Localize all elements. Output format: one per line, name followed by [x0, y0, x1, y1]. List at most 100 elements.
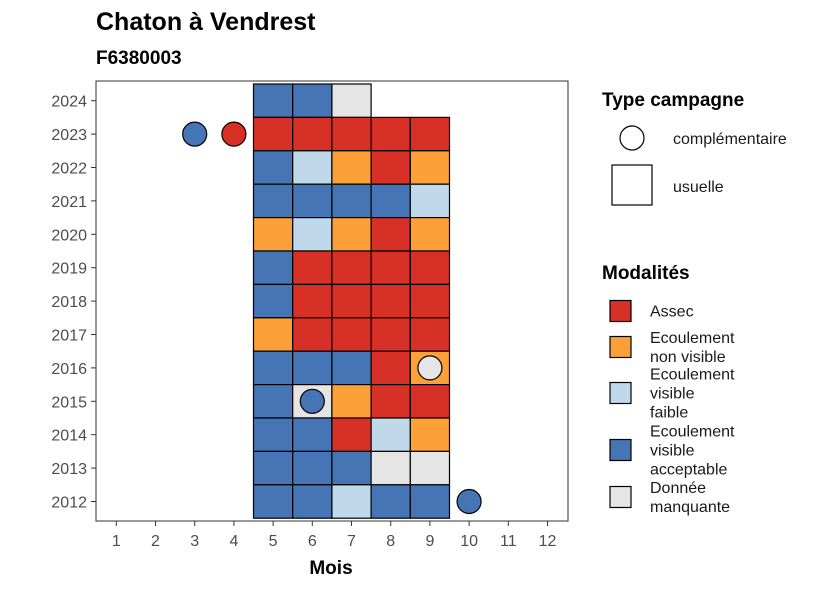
x-tick-label-10: 10	[460, 533, 478, 550]
cell-2016-5	[252, 350, 294, 386]
legend-label-dm: Donnée manquante	[650, 480, 730, 516]
cell-2023-5	[252, 116, 294, 152]
cell-2015-5	[252, 384, 294, 419]
x-tick-label-2: 2	[151, 533, 160, 550]
legend-key-dm	[609, 485, 632, 509]
legend-key-usuelle	[611, 164, 653, 206]
x-tick-label-8: 8	[386, 533, 395, 550]
x-tick-label-3: 3	[190, 533, 199, 550]
points-layer	[182, 121, 482, 515]
cell-2018-7	[331, 283, 372, 319]
cell-2023-6	[292, 116, 333, 152]
y-tick-label-2015: 2015	[51, 394, 87, 411]
cell-2016-7	[331, 350, 372, 386]
y-tick-label-2018: 2018	[51, 294, 87, 311]
cell-2018-9	[409, 283, 451, 319]
cell-2021-5	[252, 183, 294, 219]
legend-label-assec: Assec	[650, 304, 694, 321]
cell-2015-8	[370, 384, 411, 419]
cell-2017-5	[252, 317, 294, 352]
cell-2014-8	[370, 417, 411, 453]
cell-2021-8	[370, 183, 411, 219]
y-tick-label-2014: 2014	[51, 428, 87, 445]
cell-2019-5	[252, 250, 294, 286]
cell-2018-6	[292, 283, 333, 319]
cell-2019-6	[292, 250, 333, 286]
cell-2012-6	[292, 484, 333, 519]
cell-2019-8	[370, 250, 411, 286]
y-tick-label-2021: 2021	[51, 194, 87, 211]
point-2023-4	[221, 121, 247, 147]
y-tick-label-2016: 2016	[51, 361, 87, 378]
cell-2014-9	[409, 417, 451, 453]
legend-label-vf: Ecoulement visible faible	[650, 367, 735, 422]
cell-2021-9	[409, 183, 451, 219]
cell-2014-6	[292, 417, 333, 453]
cell-2017-7	[331, 317, 372, 352]
legend-key-complementaire	[619, 125, 645, 151]
cell-2014-7	[331, 417, 372, 453]
cell-2023-9	[409, 116, 451, 152]
cell-2020-8	[370, 217, 411, 252]
point-2016-9	[417, 355, 443, 381]
cell-2020-7	[331, 217, 372, 252]
cell-2022-6	[292, 150, 333, 185]
x-tick-label-6: 6	[308, 533, 317, 550]
legend: Type campagne complémentaire usuelle Moda…	[602, 90, 787, 516]
point-2023-3	[182, 121, 208, 147]
cell-2012-8	[370, 484, 411, 519]
cell-2013-6	[292, 450, 333, 486]
legend-title-modalites: Modalités	[602, 263, 690, 284]
legend-campagne: complémentaire usuelle	[611, 125, 787, 206]
x-tick-label-12: 12	[539, 533, 557, 550]
cell-2013-5	[252, 450, 294, 486]
x-tick-label-1: 1	[112, 533, 121, 550]
y-tick-label-2020: 2020	[51, 227, 87, 244]
x-tick-label-9: 9	[425, 533, 434, 550]
cell-2024-7	[331, 83, 372, 119]
legend-label-complementaire: complémentaire	[673, 131, 787, 148]
legend-key-va	[609, 438, 632, 462]
cell-2020-9	[409, 217, 451, 252]
cell-2023-8	[370, 116, 411, 152]
x-tick-label-11: 11	[500, 533, 517, 550]
cell-2024-6	[292, 83, 333, 119]
cell-2019-7	[331, 250, 372, 286]
y-tick-label-2022: 2022	[51, 161, 87, 178]
cell-2022-7	[331, 150, 372, 185]
x-tick-label-7: 7	[347, 533, 356, 550]
cell-2020-6	[292, 217, 333, 252]
cells-layer	[252, 83, 451, 519]
cell-2018-8	[370, 283, 411, 319]
cell-2023-7	[331, 116, 372, 152]
y-tick-label-2017: 2017	[51, 328, 87, 345]
cell-2013-7	[331, 450, 372, 486]
legend-key-assec	[609, 299, 632, 323]
x-axis-title: Mois	[309, 558, 352, 579]
legend-key-vf	[609, 381, 632, 405]
cell-2016-8	[370, 350, 411, 386]
y-tick-label-2023: 2023	[51, 127, 87, 144]
cell-2012-9	[409, 484, 451, 519]
point-2015-6	[299, 388, 325, 414]
point-2012-10	[456, 488, 482, 515]
cell-2024-5	[252, 83, 294, 119]
cell-2016-6	[292, 350, 333, 386]
cell-2014-5	[252, 417, 294, 453]
cell-2015-9	[409, 384, 451, 419]
cell-2021-6	[292, 183, 333, 219]
chart-subtitle: F6380003	[96, 48, 182, 69]
cell-2022-5	[252, 150, 294, 185]
legend-key-nv	[609, 335, 632, 359]
x-axis: 1 2 3 4 5 6 7 8 9 10 11 12	[112, 521, 557, 550]
cell-2013-9	[409, 450, 451, 486]
cell-2013-8	[370, 450, 411, 486]
cell-2012-7	[331, 484, 372, 519]
legend-title-campagne: Type campagne	[602, 90, 744, 111]
cell-2017-8	[370, 317, 411, 352]
cell-2020-5	[252, 217, 294, 252]
y-tick-label-2013: 2013	[51, 461, 87, 478]
legend-label-usuelle: usuelle	[673, 179, 724, 196]
cell-2018-5	[252, 283, 294, 319]
